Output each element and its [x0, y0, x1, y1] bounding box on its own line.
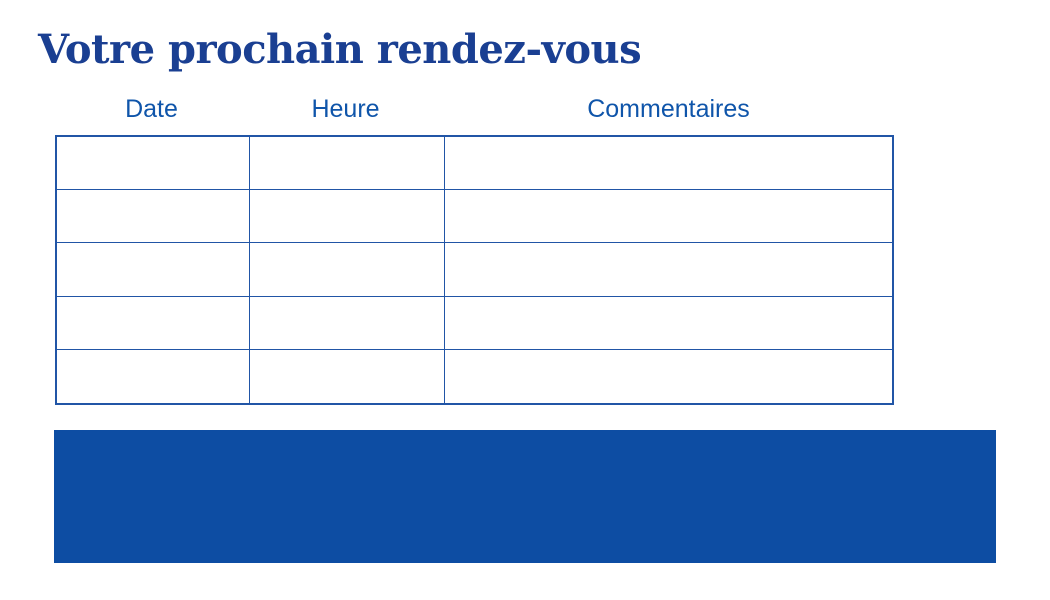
table-row — [57, 190, 892, 244]
table-cell — [445, 243, 892, 295]
table-cell — [250, 190, 445, 243]
table-cell — [250, 349, 445, 403]
table-cell — [57, 137, 250, 190]
table-cell — [250, 243, 445, 296]
column-header-date: Date — [125, 95, 178, 123]
table-cell — [250, 137, 445, 190]
page-title: Votre prochain rendez-vous — [38, 26, 642, 73]
bottom-banner — [54, 430, 996, 563]
column-header-commentaires: Commentaires — [587, 95, 750, 123]
table-cell — [57, 190, 250, 243]
table-cell — [250, 296, 445, 349]
table-cell — [445, 137, 892, 189]
table-header-row: Date Heure Commentaires — [55, 94, 894, 124]
table-row — [57, 243, 892, 297]
table-cell — [445, 297, 892, 349]
table-row — [57, 296, 892, 350]
table-cell — [57, 243, 250, 296]
table-cell — [445, 350, 892, 403]
table-cell — [57, 349, 250, 403]
table-cell — [445, 190, 892, 242]
appointments-table — [55, 135, 894, 405]
table-row — [57, 137, 892, 191]
table-cell — [57, 296, 250, 349]
table-row — [57, 349, 892, 403]
column-header-heure: Heure — [311, 95, 380, 123]
